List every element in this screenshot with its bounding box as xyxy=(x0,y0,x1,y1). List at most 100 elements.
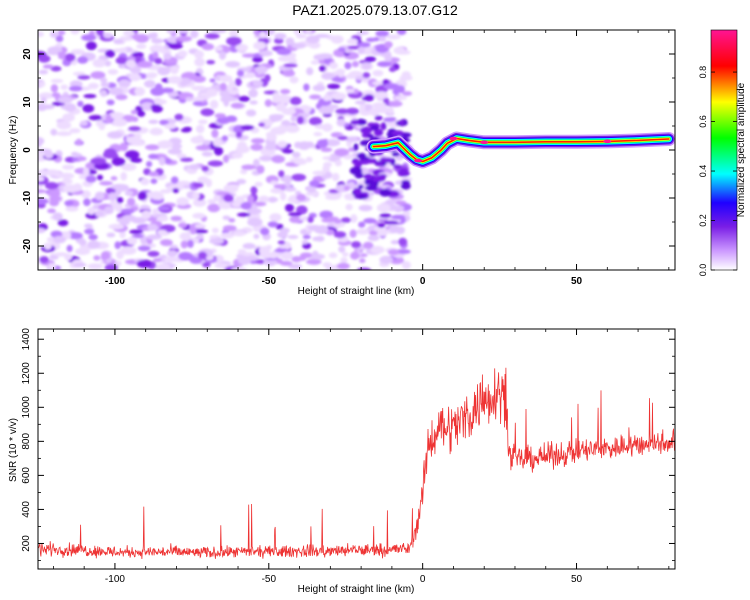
noise-blob xyxy=(77,56,89,64)
noise-blob xyxy=(275,102,287,112)
noise-blob xyxy=(103,32,113,39)
noise-blob xyxy=(393,164,402,169)
noise-blob xyxy=(38,81,46,87)
snr-x-ticks: -100 -50 0 50 xyxy=(52,329,670,585)
noise-blob xyxy=(289,96,302,106)
noise-blob xyxy=(72,183,83,192)
noise-blob xyxy=(152,258,162,263)
noise-blob xyxy=(238,95,250,102)
noise-blob xyxy=(90,157,107,165)
noise-blob xyxy=(223,97,230,107)
noise-blob xyxy=(363,218,377,224)
noise-blob xyxy=(303,83,310,92)
noise-blob xyxy=(178,222,188,228)
y-tick-label: 1000 xyxy=(21,396,32,419)
noise-blob xyxy=(61,178,73,185)
noise-blob xyxy=(385,199,397,204)
noise-blob xyxy=(277,240,286,245)
noise-blob xyxy=(131,234,144,239)
noise-blob xyxy=(131,116,139,122)
noise-blob xyxy=(329,62,338,70)
noise-blob xyxy=(363,241,374,249)
noise-blob xyxy=(145,73,156,79)
noise-blob xyxy=(376,203,391,213)
noise-blob xyxy=(195,145,211,151)
noise-blob xyxy=(192,191,200,200)
noise-blob xyxy=(38,227,46,234)
x-tick-label: 50 xyxy=(571,574,583,585)
noise-blob xyxy=(178,30,189,34)
noise-blob xyxy=(333,231,347,239)
spectrogram-x-ticks: -100 -50 0 50 xyxy=(52,30,670,287)
snr-y-ticks: 200 400 600 800 1000 1200 1400 xyxy=(21,328,675,561)
noise-blob xyxy=(319,210,334,219)
noise-blob xyxy=(60,84,68,90)
colorbar-tick-label: 0.2 xyxy=(698,214,708,227)
x-tick-label: -100 xyxy=(105,276,125,287)
noise-blob xyxy=(196,233,204,240)
noise-blob xyxy=(337,135,348,141)
noise-blob xyxy=(50,78,64,84)
noise-blob xyxy=(70,30,80,35)
noise-blob xyxy=(159,119,169,126)
noise-blob xyxy=(98,123,106,131)
x-tick-label: 0 xyxy=(420,574,426,585)
noise-blob xyxy=(245,109,257,117)
noise-blob xyxy=(234,196,245,204)
noise-blob xyxy=(126,236,138,245)
noise-blob xyxy=(356,228,370,235)
noise-blob xyxy=(111,157,126,166)
noise-blob xyxy=(258,122,266,127)
noise-blob xyxy=(236,212,251,217)
noise-blob xyxy=(312,250,319,257)
noise-blob xyxy=(364,178,371,186)
noise-blob xyxy=(356,30,370,36)
noise-blob xyxy=(290,115,297,122)
noise-blob xyxy=(305,35,320,44)
noise-blob xyxy=(353,143,359,152)
noise-blob xyxy=(383,117,396,122)
noise-blob xyxy=(198,119,208,125)
noise-blob xyxy=(211,227,219,234)
noise-blob xyxy=(318,106,335,115)
noise-blob xyxy=(134,87,146,96)
noise-blob xyxy=(226,36,242,46)
noise-blob xyxy=(386,34,401,40)
noise-blob xyxy=(115,94,128,101)
noise-blob xyxy=(251,214,261,219)
noise-blob xyxy=(38,176,45,182)
noise-blob xyxy=(332,172,340,182)
noise-blob xyxy=(296,116,304,125)
noise-blob xyxy=(322,94,331,102)
noise-blob xyxy=(176,153,187,159)
noise-blob xyxy=(301,239,308,245)
noise-blob xyxy=(146,161,153,168)
noise-blob xyxy=(350,251,360,260)
noise-blob xyxy=(245,72,256,79)
noise-blob xyxy=(147,250,160,257)
noise-blob xyxy=(391,130,404,136)
noise-blob xyxy=(150,104,162,110)
noise-blob xyxy=(325,139,341,147)
noise-blob xyxy=(128,73,141,82)
noise-blob xyxy=(284,181,292,187)
noise-blob xyxy=(209,78,216,83)
noise-blob xyxy=(207,160,224,167)
noise-blob xyxy=(71,151,79,157)
noise-blob xyxy=(377,61,392,67)
noise-blob xyxy=(244,255,260,261)
noise-blob xyxy=(291,42,306,49)
noise-blob xyxy=(68,85,83,92)
noise-blob xyxy=(199,92,211,98)
noise-blob xyxy=(256,165,265,174)
spectrogram-x-label: Height of straight line (km) xyxy=(298,286,415,297)
noise-blob xyxy=(157,215,169,222)
noise-blob xyxy=(207,199,216,205)
noise-blob xyxy=(84,228,95,235)
noise-blob xyxy=(289,57,297,66)
ridge-hotspot xyxy=(414,158,423,163)
noise-blob xyxy=(149,127,163,136)
noise-blob xyxy=(320,147,333,152)
noise-blob xyxy=(370,245,385,254)
